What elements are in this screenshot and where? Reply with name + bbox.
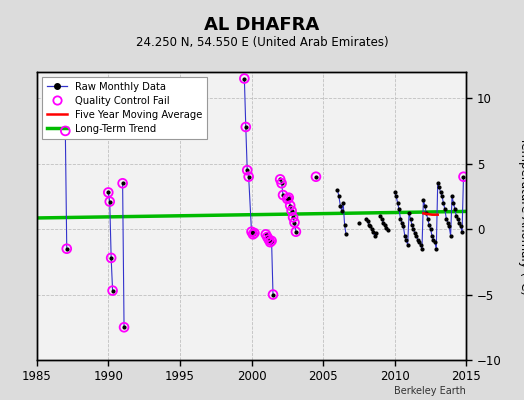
Point <box>266 239 275 245</box>
Point <box>269 291 277 298</box>
Point <box>120 324 128 330</box>
Point <box>285 194 293 201</box>
Point <box>240 75 248 82</box>
Point <box>279 192 287 198</box>
Point <box>292 228 300 235</box>
Point <box>283 196 291 202</box>
Point <box>263 234 271 240</box>
Point <box>277 180 286 186</box>
Point <box>276 176 285 182</box>
Point <box>62 246 71 252</box>
Point <box>249 231 257 238</box>
Point <box>118 180 127 186</box>
Point <box>288 208 296 214</box>
Point <box>242 124 250 130</box>
Point <box>267 238 276 244</box>
Point <box>107 255 115 261</box>
Point <box>247 228 256 235</box>
Point <box>290 219 299 226</box>
Point <box>250 230 258 236</box>
Text: AL DHAFRA: AL DHAFRA <box>204 16 320 34</box>
Text: Berkeley Earth: Berkeley Earth <box>395 386 466 396</box>
Y-axis label: Temperature Anomaly (°C): Temperature Anomaly (°C) <box>518 137 524 295</box>
Point <box>265 236 273 243</box>
Point <box>261 231 270 238</box>
Text: 24.250 N, 54.550 E (United Arab Emirates): 24.250 N, 54.550 E (United Arab Emirates… <box>136 36 388 49</box>
Point <box>460 174 468 180</box>
Point <box>289 214 297 220</box>
Point <box>104 189 113 196</box>
Point <box>61 128 70 134</box>
Point <box>312 174 320 180</box>
Point <box>105 198 114 205</box>
Legend: Raw Monthly Data, Quality Control Fail, Five Year Moving Average, Long-Term Tren: Raw Monthly Data, Quality Control Fail, … <box>42 77 207 139</box>
Point <box>243 167 252 173</box>
Point <box>108 288 117 294</box>
Point <box>286 202 294 209</box>
Point <box>245 174 253 180</box>
